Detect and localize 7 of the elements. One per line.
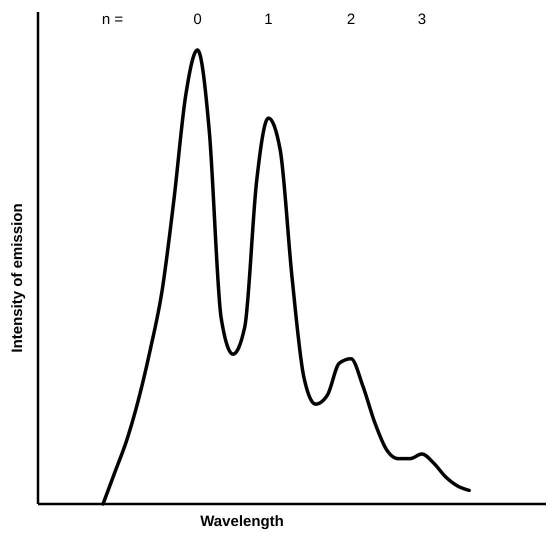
text: 3 (418, 11, 426, 28)
text: 1 (264, 11, 273, 28)
y-axis-title: Intensity of emission (9, 203, 26, 353)
text: n = (102, 11, 124, 28)
x-axis-title: Wavelength (200, 513, 284, 530)
text: 2 (346, 11, 356, 28)
text: 0 (193, 11, 202, 28)
